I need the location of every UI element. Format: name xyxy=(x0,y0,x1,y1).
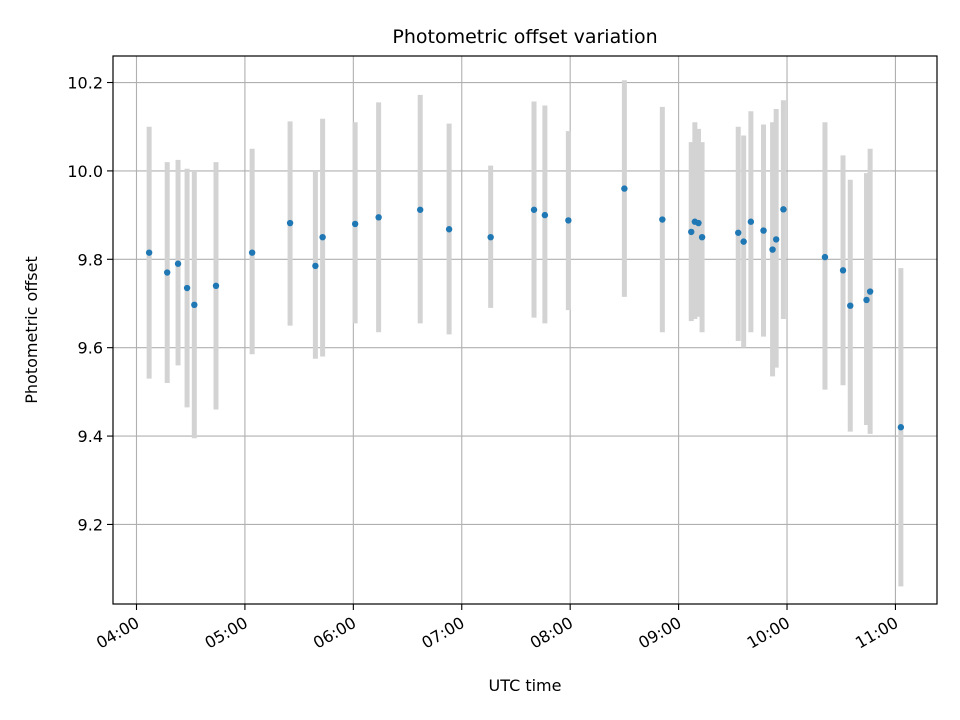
y-tick-label: 9.4 xyxy=(78,427,103,446)
data-point xyxy=(688,228,695,236)
data-point xyxy=(698,233,706,241)
data-point xyxy=(863,296,870,304)
data-point xyxy=(747,218,755,225)
data-point xyxy=(319,233,326,241)
data-point xyxy=(740,238,747,245)
y-tick-label: 9.2 xyxy=(78,515,103,534)
data-point xyxy=(375,214,382,221)
data-point xyxy=(248,249,256,256)
y-tick-label: 10.0 xyxy=(67,162,103,181)
data-points xyxy=(145,185,905,431)
data-point xyxy=(839,267,847,274)
data-point xyxy=(312,262,319,270)
y-tick-label: 10.2 xyxy=(67,74,103,93)
data-point xyxy=(145,249,153,256)
data-point xyxy=(286,219,294,227)
data-point xyxy=(659,216,666,223)
data-point xyxy=(735,229,742,236)
data-point xyxy=(821,253,829,261)
y-tick-label: 9.8 xyxy=(78,250,103,269)
data-point xyxy=(866,288,874,295)
data-point xyxy=(772,236,780,243)
data-point xyxy=(191,301,198,309)
x-axis-label: UTC time xyxy=(489,676,562,695)
data-point xyxy=(760,227,767,234)
data-point xyxy=(183,284,191,292)
data-point xyxy=(164,269,171,276)
data-point xyxy=(487,233,494,241)
data-point xyxy=(212,282,220,290)
y-axis-ticks: 9.2 9.4 9.6 9.8 10.0 10.2 xyxy=(67,74,113,534)
data-point xyxy=(621,185,628,192)
plot-frame xyxy=(112,55,938,605)
chart-title: Photometric offset variation xyxy=(392,26,657,48)
data-point xyxy=(769,246,776,253)
y-axis-label: Photometric offset xyxy=(22,256,41,404)
data-point xyxy=(897,424,905,431)
y-tick-label: 9.6 xyxy=(78,339,103,358)
data-point xyxy=(416,206,424,213)
data-point xyxy=(174,260,182,267)
data-point xyxy=(847,302,854,309)
data-point xyxy=(445,226,453,233)
data-point xyxy=(695,219,702,227)
data-point xyxy=(351,220,359,228)
data-point xyxy=(530,206,538,213)
data-point xyxy=(541,211,549,219)
data-point xyxy=(565,217,572,224)
data-point xyxy=(780,206,787,213)
